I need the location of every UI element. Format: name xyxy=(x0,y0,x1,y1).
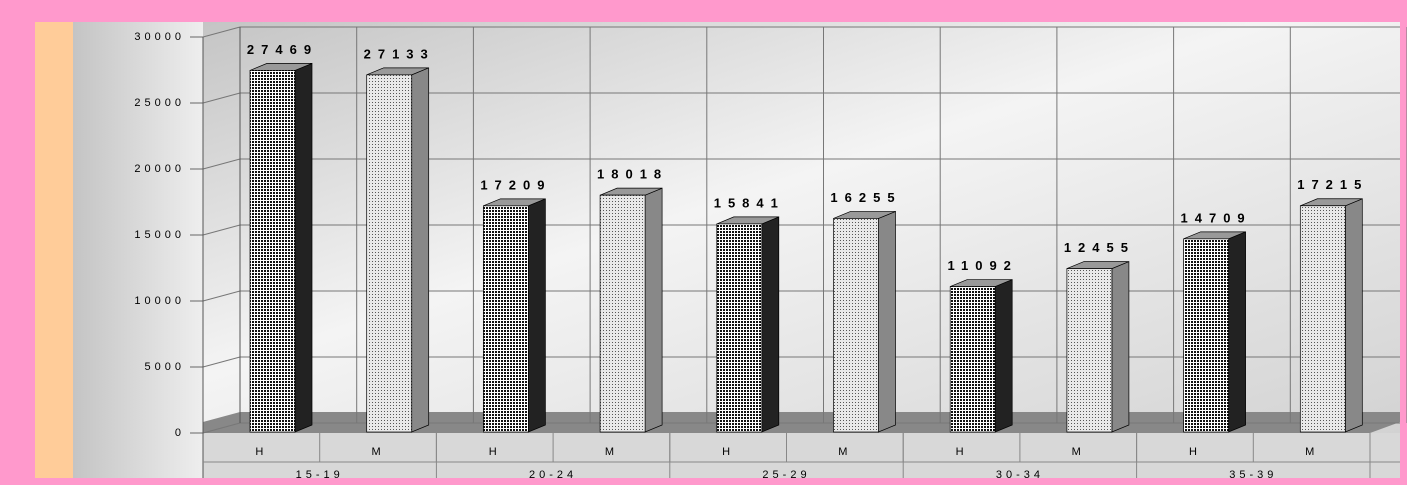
value-label: 12455 xyxy=(1064,240,1135,255)
x-tick-label: M xyxy=(371,446,384,458)
y-tick-label: 0 xyxy=(175,427,185,439)
bar-side xyxy=(994,279,1013,433)
x-tick-label: M xyxy=(1072,446,1085,458)
y-tick-label: 25000 xyxy=(134,97,185,109)
x-tick-label: M xyxy=(1305,446,1318,458)
y-tick-label: 15000 xyxy=(134,229,185,241)
x-tick-label: H xyxy=(255,446,267,458)
group-label: 25-29 xyxy=(762,469,810,481)
group-label: 20-24 xyxy=(529,469,577,481)
side-strip xyxy=(35,22,73,478)
bar xyxy=(599,194,646,433)
grid-line xyxy=(202,290,241,302)
bar xyxy=(1299,205,1346,433)
grid-line xyxy=(202,224,241,236)
grid-line xyxy=(202,422,241,434)
label-area xyxy=(203,433,1400,478)
bar xyxy=(1066,268,1113,433)
bar xyxy=(1183,238,1229,433)
bar xyxy=(483,205,529,433)
value-label: 17209 xyxy=(480,177,551,192)
grid-line xyxy=(202,26,241,38)
bar-side xyxy=(761,216,780,433)
x-tick-label: H xyxy=(722,446,734,458)
value-label: 11092 xyxy=(947,258,1017,273)
y-tick-label: 5000 xyxy=(145,361,185,373)
bar-side xyxy=(1228,231,1246,433)
axis-area xyxy=(73,22,203,478)
bar xyxy=(716,223,763,433)
bar-side xyxy=(294,62,313,433)
value-label: 27469 xyxy=(247,42,318,57)
bar-side xyxy=(1344,198,1363,433)
value-label: 15841 xyxy=(714,195,785,210)
bar-side xyxy=(1111,261,1130,433)
x-tick-label: M xyxy=(605,446,618,458)
value-label: 17215 xyxy=(1297,177,1368,192)
value-label: 27133 xyxy=(364,46,435,61)
grid-line xyxy=(202,158,241,170)
bar xyxy=(249,70,296,433)
value-label: 16255 xyxy=(830,190,901,205)
grid-line xyxy=(202,92,241,104)
x-tick-label: M xyxy=(838,446,851,458)
bar-side xyxy=(878,210,896,433)
value-label: 18018 xyxy=(597,167,668,182)
bar-side xyxy=(411,67,430,433)
x-tick-label: H xyxy=(489,446,501,458)
group-label: 15-19 xyxy=(296,469,344,481)
x-tick-label: H xyxy=(956,446,968,458)
bar-side xyxy=(644,187,663,433)
group-label: 30-34 xyxy=(996,469,1044,481)
y-tick-label: 20000 xyxy=(134,163,185,175)
bar xyxy=(949,286,996,433)
group-label: 35-39 xyxy=(1229,469,1277,481)
y-tick-label: 30000 xyxy=(134,31,185,43)
x-tick-label: H xyxy=(1189,446,1201,458)
bar xyxy=(366,74,413,433)
y-tick-label: 10000 xyxy=(134,295,185,307)
bar xyxy=(833,218,879,433)
value-label: 14709 xyxy=(1181,210,1252,225)
grid-line xyxy=(202,356,241,368)
bar-side xyxy=(528,198,546,433)
